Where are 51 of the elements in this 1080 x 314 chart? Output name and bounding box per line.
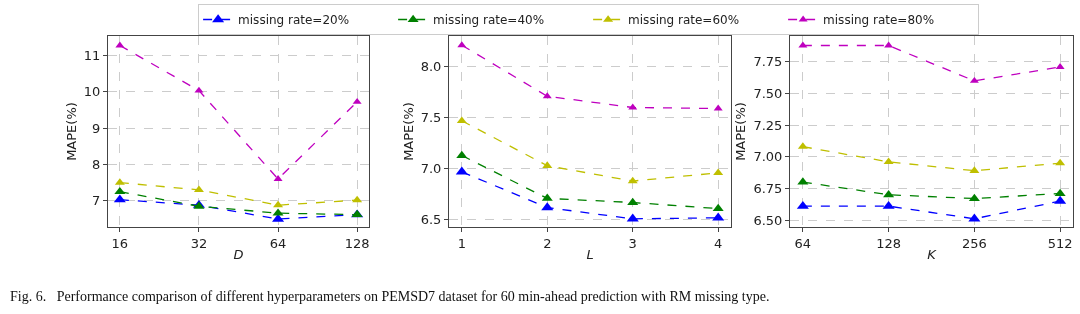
y-tick-label: 8.0 — [420, 59, 442, 75]
x-axis-title: K — [927, 247, 938, 263]
x-tick-label: 32 — [190, 235, 208, 251]
point — [114, 186, 126, 195]
y-tick-label: 7.5 — [420, 110, 442, 126]
point — [352, 97, 362, 104]
point — [712, 203, 724, 212]
y-tick-label: 6.75 — [753, 180, 783, 196]
point — [352, 195, 363, 203]
y-tick-label: 7 — [92, 193, 101, 209]
point — [883, 157, 894, 165]
point — [1055, 158, 1066, 166]
y-tick-label: 10 — [83, 84, 101, 100]
point — [627, 176, 638, 184]
x-axis-title: D — [233, 247, 244, 263]
y-tick-label: 7.50 — [753, 86, 783, 102]
y-tick-label: 6.5 — [420, 212, 442, 228]
y-tick-label: 6.50 — [753, 212, 783, 228]
x-tick-label: 512 — [1047, 235, 1073, 251]
x-tick-label: 16 — [111, 235, 129, 251]
x-axis-title: L — [586, 247, 594, 263]
y-tick-label: 9 — [92, 120, 101, 136]
x-tick-label: 64 — [794, 235, 812, 251]
legend-label: missing rate=40% — [433, 13, 545, 28]
y-axis-title: MAPE(%) — [400, 102, 416, 161]
x-tick-label: 64 — [269, 235, 287, 251]
point — [194, 86, 204, 93]
x-tick-label: 3 — [628, 235, 637, 251]
x-tick-label: 2 — [543, 235, 552, 251]
point — [713, 168, 724, 176]
caption: Fig. 6. Performance comparison of different hyperparameters on PEMSD7 dataset for 60 min-ahead prediction with RM missing type. — [10, 289, 770, 304]
x-tick-label: 128 — [344, 235, 370, 251]
point — [883, 189, 895, 198]
x-tick-label: 4 — [714, 235, 723, 251]
legend-label: missing rate=80% — [823, 13, 935, 28]
y-tick-label: 7.75 — [753, 54, 783, 70]
point — [193, 185, 204, 193]
y-tick-label: 11 — [83, 47, 101, 63]
point — [457, 41, 467, 48]
y-axis-title: MAPE(%) — [733, 102, 749, 161]
y-axis-title: MAPE(%) — [63, 102, 79, 161]
legend-label: missing rate=60% — [628, 13, 740, 28]
x-tick-label: 256 — [961, 235, 987, 251]
legend-label: missing rate=20% — [238, 13, 350, 28]
y-tick-label: 7.0 — [420, 161, 442, 177]
y-tick-label: 8 — [92, 156, 101, 172]
x-tick-label: 128 — [876, 235, 902, 251]
y-tick-label: 7.25 — [753, 117, 783, 133]
x-tick-label: 1 — [457, 235, 466, 251]
point — [542, 92, 552, 99]
y-tick-label: 7.00 — [753, 149, 783, 165]
